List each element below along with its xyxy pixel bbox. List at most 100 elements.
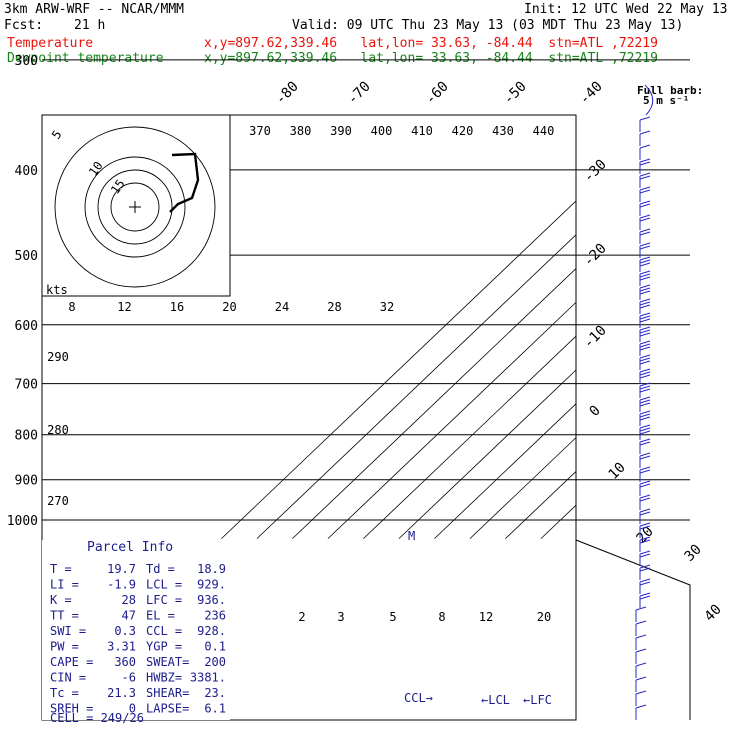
sounding-profiles [734, 0, 740, 508]
isotherm-line [256, 234, 576, 539]
isotherm-line [327, 301, 576, 539]
mixing-ratio-label: 2 [298, 610, 305, 624]
wind-barb [639, 343, 651, 348]
isotherm-line [292, 268, 576, 539]
wind-barb [639, 259, 651, 264]
wind-barb [639, 228, 651, 233]
wind-barb [639, 382, 651, 387]
isotherm-label: -60 [423, 79, 452, 108]
parcel-value: 236 [204, 609, 226, 623]
parcel-value: 3381. [190, 671, 226, 685]
wind-barb [639, 304, 651, 309]
dry-adiabat-line [650, 0, 740, 539]
wind-barb [639, 315, 651, 320]
lcl-annotation: ←LCL [481, 693, 510, 707]
wind-barb [635, 648, 647, 653]
parcel-value: 18.9 [197, 562, 226, 576]
wind-barb [639, 480, 651, 485]
wind-barb [639, 242, 651, 247]
wind-barb [639, 536, 651, 541]
wind-barb [639, 360, 651, 365]
hodograph-scale-label: 16 [170, 300, 184, 314]
hodograph-frame [41, 114, 231, 297]
wind-barb [639, 508, 651, 513]
parcel-cell: CELL = 249/26 [50, 711, 144, 725]
parcel-value: 936. [197, 593, 226, 607]
wind-barb [639, 469, 651, 474]
wind-barb [639, 430, 651, 435]
parcel-label: T = [50, 562, 72, 576]
mixing-ratio-line [709, 325, 740, 539]
theta-label: 410 [411, 124, 433, 138]
wind-barb [639, 595, 651, 600]
dry-adiabat-line [686, 0, 740, 539]
wind-barb [639, 262, 651, 267]
valid-time: Valid: 09 UTC Thu 23 May 13 (03 MDT Thu … [292, 18, 684, 33]
parcel-label: CIN = [50, 671, 86, 685]
parcel-value: 6.1 [204, 702, 226, 716]
dewpoint-legend: Dewpoint temperature [7, 51, 164, 66]
pressure-lines [41, 59, 691, 721]
forecast-hour: 21 h [74, 18, 106, 33]
parcel-label: Tc = [50, 686, 79, 700]
dry-adiabat-line [722, 0, 740, 539]
temperature-location: x,y=897.62,339.46 lat,lon= 33.63, -84.44… [204, 36, 658, 51]
parcel-value: 0 [129, 702, 136, 716]
isotherm-label: 30 [682, 542, 705, 565]
theta-label: 370 [249, 124, 271, 138]
parcel-label: YGP = [146, 640, 182, 654]
wind-barb [639, 402, 651, 407]
parcel-label: SREH = [50, 702, 93, 716]
isotherm-label: -10 [581, 323, 610, 352]
dewpoint-location: x,y=897.62,339.46 lat,lon= 33.63, -84.44… [204, 51, 658, 66]
forecast-label: Fcst: [4, 18, 44, 33]
wind-barb [639, 368, 651, 373]
pressure-label: 400 [15, 164, 38, 179]
parcel-value: 360 [114, 655, 136, 669]
isotherm-line [505, 470, 576, 539]
parcel-label: SWI = [50, 624, 86, 638]
hodograph-scale-label: 32 [380, 300, 394, 314]
hodograph-unit: kts [46, 283, 68, 297]
isotherm-label: -70 [345, 79, 374, 108]
isotherm-line [221, 200, 576, 539]
wind-barb [635, 662, 647, 667]
wind-barb [635, 690, 647, 695]
wind-barb [639, 424, 651, 429]
wind-barb [639, 186, 651, 191]
wind-barb [639, 245, 651, 250]
wind-barb [639, 312, 651, 317]
wind-barb [639, 287, 651, 292]
parcel-value: 21.3 [107, 686, 136, 700]
hodograph-ring [110, 182, 160, 232]
wind-barb [639, 438, 651, 443]
wind-barb [639, 189, 651, 194]
wind-barb [639, 466, 651, 471]
wind-barb [639, 161, 651, 166]
wind-barb [639, 494, 651, 499]
parcel-label: LAPSE= [146, 702, 189, 716]
parcel-value: 23. [204, 686, 226, 700]
wind-barb [639, 130, 651, 135]
wind-barb [639, 427, 651, 432]
wind-barb [639, 203, 651, 208]
hodograph-scale-label: 12 [117, 300, 131, 314]
wind-barb [639, 301, 651, 306]
wind-barb [639, 564, 651, 569]
theta-label: 270 [47, 494, 69, 508]
wind-barb [639, 385, 651, 390]
parcel-value: 928. [197, 624, 226, 638]
wind-barb [639, 340, 651, 345]
wind-barb [639, 214, 651, 219]
wind-barb [639, 273, 651, 278]
wind-barbs [635, 84, 654, 720]
wind-barb [639, 231, 651, 236]
moist-adiabat-line [630, 0, 740, 539]
isotherm-label: 40 [702, 602, 725, 625]
parcel-value: 0.1 [204, 640, 226, 654]
mixing-ratio-label: 8 [438, 610, 445, 624]
hodograph-ring [84, 156, 186, 258]
wind-barb [639, 290, 651, 295]
isotherm-line [469, 437, 576, 539]
wind-barb [639, 357, 651, 362]
